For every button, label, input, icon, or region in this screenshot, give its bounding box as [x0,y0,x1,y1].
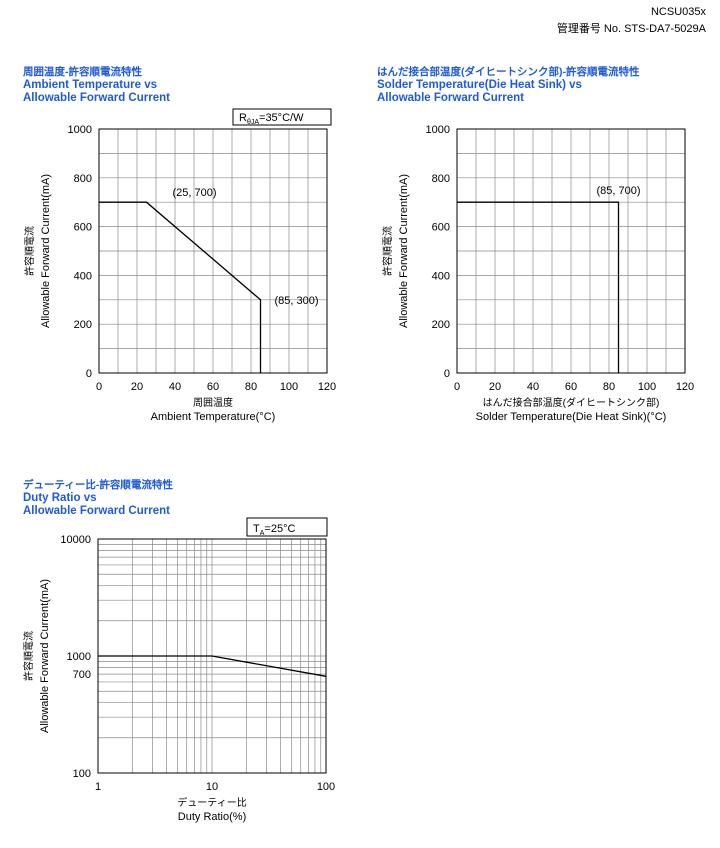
chart1-xlabel: Ambient Temperature(°C) [151,411,276,423]
chart3-condition-text: TA=25°C [253,523,295,537]
chart2-xtick-label: 80 [603,381,615,393]
chart1-xtick-label: 20 [131,381,143,393]
chart1-ytick-label: 600 [74,222,92,234]
chart1-ytick-label: 1000 [68,124,92,136]
chart1-xtick-label: 80 [245,381,257,393]
chart2-ytick-label: 0 [444,368,450,380]
chart1-xtick-label: 120 [318,381,336,393]
chart2-title2: Allowable Forward Current [377,92,524,104]
chart3-title-jp: デューティー比-許容順電流特性 [23,479,173,491]
chart3-condition-box [246,517,328,537]
chart1-ylabel-jp: 許容順電流 [23,226,36,276]
chart2-series-line [457,201,620,373]
chart1-condition-text: RθJA=35°C/W [239,112,304,126]
chart2-title-block: はんだ接合部温度(ダイヒートシンク部)-許容順電流特性 Solder Tempe… [377,66,640,105]
doc-id: NCSU035x [650,6,706,18]
chart2-xlabel: Solder Temperature(Die Heat Sink)(°C) [476,411,667,423]
chart3-title-block: デューティー比-許容順電流特性 Duty Ratio vs Allowable … [23,479,173,518]
chart3-title: Duty Ratio vs [23,492,97,504]
chart2-xtick-label: 40 [527,381,539,393]
chart2-ylabel-jp: 許容順電流 [381,226,394,276]
chart2-ytick-label: 400 [432,270,450,282]
chart2-ytick-label: 800 [432,173,450,185]
chart1-ytick-label: 400 [74,270,92,282]
chart2-xtick-label: 100 [638,381,656,393]
chart1-xtick-label: 40 [169,381,181,393]
chart1-ytick-label: 0 [86,368,92,380]
chart3-ytick-label: 700 [73,669,91,681]
chart1-xtick-label: 0 [96,381,102,393]
chart2-ytick-label: 1000 [426,124,450,136]
chart2-ytick-label: 200 [432,319,450,331]
chart2-title: Solder Temperature(Die Heat Sink) vs [377,79,582,91]
chart3-title2: Allowable Forward Current [23,505,170,517]
chart3-ytick-label: 100 [73,768,91,780]
chart2-xlabel-jp: はんだ接合部温度(ダイヒートシンク部) [483,396,660,409]
chart1-xlabel-jp: 周囲温度 [193,396,233,409]
chart1-annotation: (85, 300) [275,295,319,307]
chart1-title-block: 周囲温度-許容順電流特性 Ambient Temperature vs Allo… [23,66,170,105]
chart1-ytick-label: 200 [74,319,92,331]
chart2-title-jp: はんだ接合部温度(ダイヒートシンク部)-許容順電流特性 [377,66,640,78]
chart1-series-line [99,201,262,373]
chart2-annotation: (85, 700) [596,185,640,197]
chart2-xtick-label: 60 [565,381,577,393]
chart3-ylabel-jp: 許容順電流 [22,631,35,681]
chart3-xlabel-jp: デューティー比 [177,796,246,809]
chart3-xtick-label: 10 [206,781,218,793]
chart3-xtick-label: 1 [95,781,101,793]
chart1-ylabel: Allowable Forward Current(mA) [40,174,52,328]
chart3-ylabel: Allowable Forward Current(mA) [39,579,51,733]
chart1-condition-box [232,108,332,126]
chart3-xtick-label: 100 [317,781,335,793]
chart1-title-jp: 周囲温度-許容順電流特性 [23,66,142,78]
chart1-frame [98,128,328,374]
chart3-ytick-label: 10000 [60,534,91,546]
chart3-ytick-label: 1000 [67,651,91,663]
chart3-xlabel: Duty Ratio(%) [178,811,246,823]
chart2-ylabel: Allowable Forward Current(mA) [398,174,410,328]
chart1-xtick-label: 100 [280,381,298,393]
chart3-series-line [98,655,327,677]
chart1-annotation: (25, 700) [173,187,217,199]
chart2-frame [456,128,686,374]
chart2-xtick-label: 0 [454,381,460,393]
chart1-xtick-label: 60 [207,381,219,393]
spec-number: 管理番号 No. STS-DA7-5029A [556,23,706,35]
chart1-title: Ambient Temperature vs [23,79,157,91]
chart1-title2: Allowable Forward Current [23,92,170,104]
chart2-xtick-label: 20 [489,381,501,393]
chart2-xtick-label: 120 [676,381,694,393]
chart2-ytick-label: 600 [432,222,450,234]
chart1-ytick-label: 800 [74,173,92,185]
